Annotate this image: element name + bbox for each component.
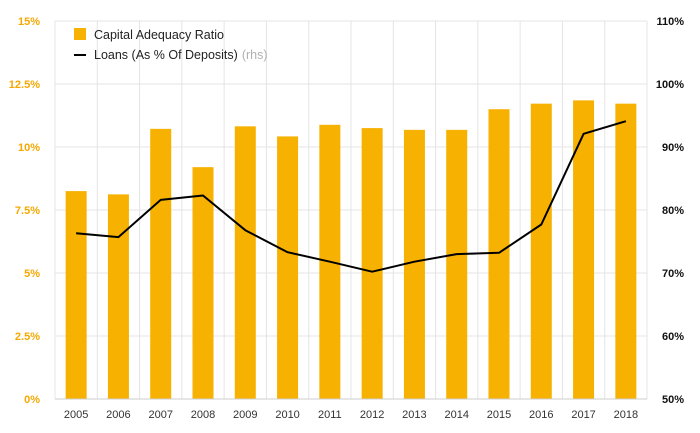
- x-tick-label: 2007: [148, 409, 172, 421]
- x-tick-label: 2006: [106, 409, 130, 421]
- bar: [488, 109, 510, 399]
- legend-label-line: Loans (As % Of Deposits) (rhs): [94, 48, 268, 62]
- bar: [65, 191, 87, 399]
- bar: [446, 129, 468, 399]
- bar: [403, 129, 425, 399]
- bar: [277, 136, 299, 399]
- y-right-tick-label: 90%: [662, 142, 684, 154]
- x-tick-label: 2012: [360, 409, 384, 421]
- y-right-tick-label: 60%: [662, 331, 684, 343]
- x-tick-label: 2011: [318, 409, 342, 421]
- x-tick-label: 2014: [444, 409, 468, 421]
- x-tick-label: 2015: [487, 409, 511, 421]
- y-left-tick-label: 15%: [18, 16, 40, 28]
- y-left-tick-label: 7.5%: [15, 205, 40, 217]
- y-right-tick-label: 50%: [662, 394, 684, 406]
- bar: [150, 128, 172, 399]
- y-right-tick-label: 110%: [656, 16, 684, 28]
- series-line: [76, 120, 627, 273]
- y-right-tick-label: 80%: [662, 205, 684, 217]
- bar: [234, 126, 256, 399]
- x-tick-label: 2009: [233, 409, 257, 421]
- legend-swatch-bar: [74, 28, 86, 40]
- bar: [361, 128, 383, 399]
- bar: [615, 103, 637, 399]
- x-tick-label: 2008: [191, 409, 215, 421]
- y-right-tick-label: 100%: [656, 79, 684, 91]
- legend-label-line-suffix: (rhs): [242, 48, 268, 62]
- y-left-tick-label: 10%: [18, 142, 40, 154]
- x-tick-label: 2010: [275, 409, 299, 421]
- x-tick-label: 2017: [571, 409, 595, 421]
- legend-label-line-text: Loans (As % Of Deposits): [94, 48, 238, 62]
- bar: [192, 167, 214, 399]
- bar: [573, 100, 595, 399]
- y-left-tick-label: 0%: [24, 394, 40, 406]
- legend: Capital Adequacy Ratio Loans (As % Of Dep…: [74, 28, 268, 62]
- axes: 0% 2.5% 5% 7.5% 10% 12.5% 15% 50% 60% 70% 80% 90% 10…: [9, 16, 684, 421]
- y-left-tick-label: 2.5%: [15, 331, 40, 343]
- x-tick-label: 2016: [529, 409, 553, 421]
- bar-series: [65, 100, 637, 399]
- y-right-tick-label: 70%: [662, 268, 684, 280]
- legend-label-bar: Capital Adequacy Ratio: [94, 28, 224, 42]
- y-left-tick-label: 5%: [24, 268, 40, 280]
- y-left-tick-label: 12.5%: [9, 79, 40, 91]
- bar: [107, 194, 129, 399]
- line-series: [76, 120, 627, 273]
- gridlines: [54, 20, 648, 399]
- x-tick-label: 2013: [402, 409, 426, 421]
- x-tick-label: 2005: [64, 409, 88, 421]
- x-tick-label: 2018: [614, 409, 638, 421]
- bar: [530, 103, 552, 399]
